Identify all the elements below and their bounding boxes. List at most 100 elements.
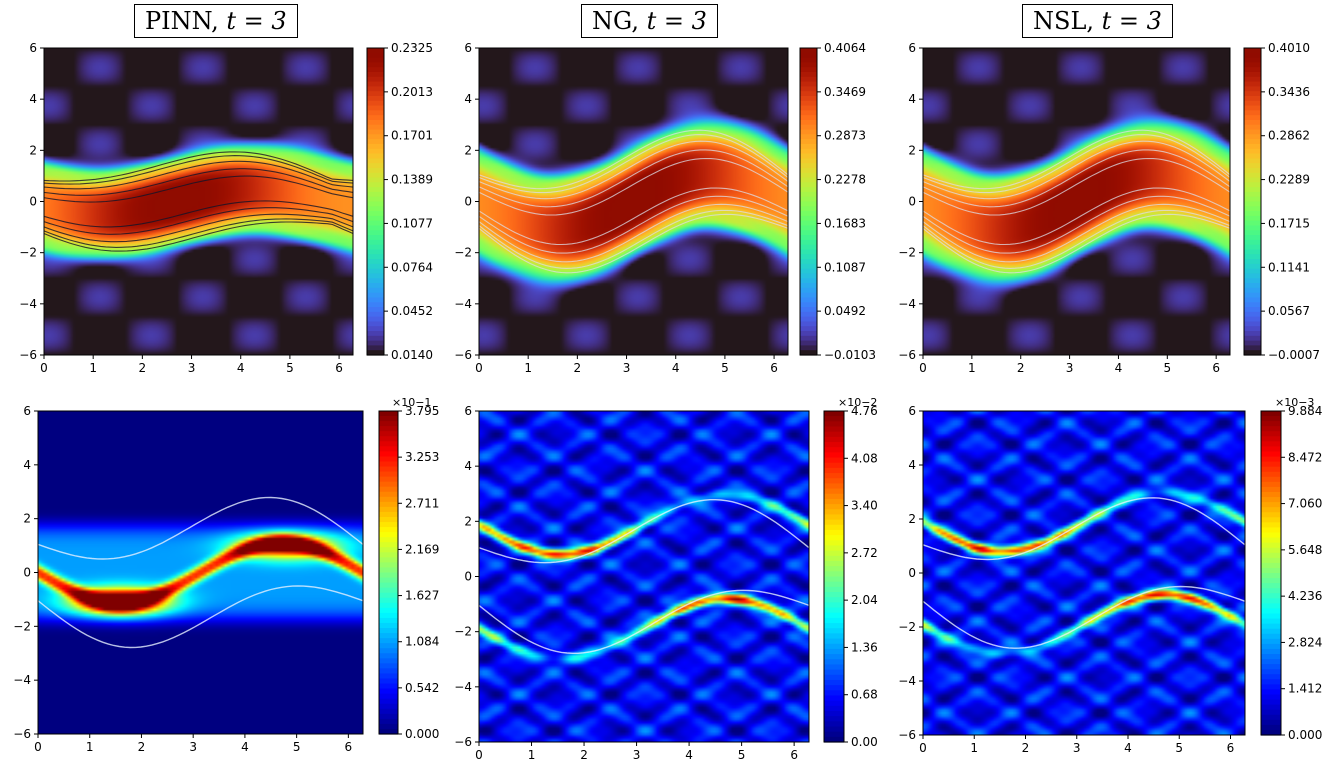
- colorbar-segment: [379, 491, 398, 498]
- colorbar-segment: [1244, 345, 1261, 351]
- colorbar-segment: [824, 566, 844, 572]
- colorbar-segment: [367, 57, 384, 63]
- colorbar-segment: [800, 187, 817, 193]
- colorbar-segment: [800, 292, 817, 299]
- colorbar-frame: [799, 47, 818, 356]
- y-tick-label: 0: [464, 570, 472, 584]
- colorbar-segment: [800, 230, 817, 236]
- y-tick-label: −4: [454, 680, 472, 694]
- x-tick-label: 5: [721, 361, 729, 375]
- colorbar-segment: [1244, 215, 1261, 222]
- y-tick-label: 6: [908, 404, 916, 418]
- colorbar-segment: [1244, 235, 1261, 241]
- colorbar-segment: [367, 220, 384, 227]
- y-tick-label: −6: [454, 348, 472, 362]
- y-tick-label: 2: [908, 143, 916, 157]
- colorbar-segment: [1244, 86, 1261, 92]
- colorbar-segment: [379, 658, 398, 664]
- colorbar-segment: [1244, 191, 1261, 198]
- colorbar-segment: [1261, 492, 1281, 498]
- colorbar-segment: [1244, 268, 1261, 275]
- colorbar-tick-label: 0.1683: [824, 216, 866, 230]
- colorbar-tick-label: 1.412: [1288, 682, 1322, 696]
- colorbar-segment: [367, 95, 384, 102]
- contour-line: [922, 157, 1231, 216]
- colorbar-segment: [1244, 67, 1261, 73]
- colorbar-segment: [824, 431, 844, 438]
- x-tick-label: 2: [580, 748, 588, 762]
- colorbar-segment: [1244, 177, 1261, 183]
- colorbar-segment: [800, 316, 817, 323]
- colorbar-segment: [800, 350, 817, 356]
- colorbar-segment: [1261, 654, 1281, 660]
- colorbar-segment: [367, 48, 384, 54]
- colorbar-segment: [1261, 578, 1281, 584]
- y-tick-label: 2: [464, 143, 472, 157]
- colorbar-tick-label: 0.1715: [1268, 216, 1310, 230]
- contour-line: [922, 195, 1231, 254]
- colorbar-segment: [824, 462, 844, 469]
- colorbar-segment: [367, 153, 384, 159]
- heatmap-image: [479, 48, 788, 355]
- colorbar-segment: [1261, 583, 1281, 589]
- colorbar-segment: [1244, 153, 1261, 159]
- colorbar-segment: [1261, 426, 1281, 432]
- x-tick-label: 4: [241, 740, 249, 754]
- colorbar-segment: [379, 552, 398, 558]
- y-tick-label: 0: [908, 195, 916, 209]
- colorbar-segment: [800, 143, 817, 150]
- colorbar-segment: [800, 191, 817, 198]
- colorbar-segment: [379, 486, 398, 493]
- colorbar-segment: [800, 158, 817, 164]
- colorbar-segment: [824, 504, 844, 510]
- colorbar-segment: [1261, 689, 1281, 696]
- colorbar-segment: [1244, 52, 1261, 59]
- contour-lines: [478, 499, 810, 654]
- x-tick-label: 1: [86, 740, 94, 754]
- colorbar-segment: [1261, 684, 1281, 691]
- colorbar-segment: [800, 254, 817, 260]
- x-tick-label: 1: [970, 741, 978, 755]
- colorbar-tick-label: 0.542: [405, 681, 439, 695]
- x-tick-label: 6: [770, 361, 778, 375]
- colorbar-segment: [1261, 552, 1281, 559]
- colorbar-segment: [824, 426, 844, 433]
- x-tick-label: 5: [293, 740, 301, 754]
- colorbar-tick-label: 0.4064: [824, 41, 866, 55]
- y-tick-label: −2: [898, 620, 916, 634]
- colorbar-segment: [1261, 694, 1281, 701]
- colorbar-tick-label: 0.2278: [824, 173, 866, 187]
- colorbar-segment: [1261, 542, 1281, 549]
- y-tick-label: −4: [19, 297, 37, 311]
- colorbar-segment: [379, 436, 398, 442]
- colorbar-segment: [1244, 158, 1261, 164]
- colorbar-segment: [367, 158, 384, 164]
- colorbar-segment: [379, 451, 398, 458]
- colorbar-segment: [379, 456, 398, 463]
- colorbar-segment: [367, 167, 384, 174]
- colorbar-segment: [800, 201, 817, 207]
- colorbar-segment: [1261, 512, 1281, 518]
- colorbar-segment: [379, 592, 398, 599]
- contour-line: [922, 140, 1231, 200]
- colorbar-tick-label: 0.4010: [1268, 41, 1310, 55]
- colorbar-segment: [1261, 441, 1281, 448]
- y-tick-label: 2: [464, 514, 472, 528]
- colorbar-segment: [379, 643, 398, 649]
- colorbar-tick-label: 0.2325: [391, 41, 433, 55]
- colorbar-segment: [379, 547, 398, 553]
- colorbar-segment: [367, 163, 384, 169]
- x-tick-label: 6: [345, 740, 353, 754]
- colorbar-segment: [1244, 119, 1261, 126]
- colorbar-segment: [379, 638, 398, 644]
- colorbar-segment: [1261, 719, 1281, 726]
- colorbar-segment: [379, 577, 398, 584]
- colorbar-tick-label: 0.2013: [391, 85, 433, 99]
- colorbar-segment: [800, 345, 817, 351]
- colorbar-segment: [1261, 411, 1281, 417]
- x-tick-label: 0: [475, 748, 483, 762]
- x-tick-label: 1: [528, 748, 536, 762]
- colorbar-tick-label: 9.884: [1288, 404, 1322, 418]
- colorbar-segment: [824, 416, 844, 422]
- colorbar-segment: [1244, 182, 1261, 188]
